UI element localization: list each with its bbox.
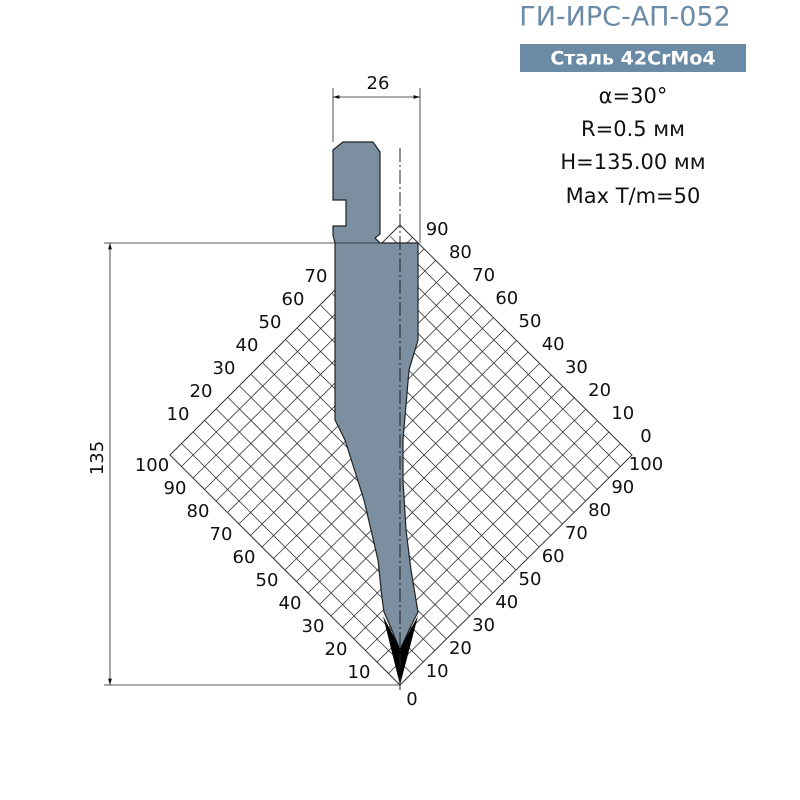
scale-origin: 0 [406,689,417,710]
scale-label: 30 [302,616,325,637]
scale-label: 70 [472,265,495,286]
scale-label: 10 [167,404,190,425]
scale-label: 80 [449,242,472,263]
spec: α=30° [599,84,668,108]
scale-label: 60 [282,289,305,310]
spec: H=135.00 мм [560,150,705,174]
material: Сталь 42CrMo4 [550,48,715,70]
scale-label: 80 [187,501,210,522]
height-label: 135 [87,441,108,475]
scale-label: 90 [611,477,634,498]
scale-label: 60 [495,288,518,309]
scale-label: 40 [495,592,518,613]
scale-label: 50 [256,570,279,591]
scale-label: 20 [449,638,472,659]
scale-label: 70 [305,266,328,287]
grid-line [390,236,621,467]
scale-label: 60 [233,547,256,568]
scale-label: 30 [472,615,495,636]
punch [332,141,419,652]
scale-label: 70 [565,523,588,544]
title: ГИ-ИРС-АП-052 [519,2,731,33]
scale-label: 20 [190,381,213,402]
scale-label: 80 [588,500,611,521]
scale-label: 70 [210,524,233,545]
scale-label: 30 [565,357,588,378]
scale-label: 40 [542,334,565,355]
material-badge [520,44,746,72]
scale-label: 0 [640,426,651,447]
scale-label: 100 [135,455,169,476]
scale-label: 20 [325,639,348,660]
scale-labels: 1020304050607080901001020304050607080901… [135,219,663,683]
scale-label: 50 [259,312,282,333]
scale-label: 40 [279,593,302,614]
scale-label: 10 [611,403,634,424]
scale-label: 100 [629,454,663,475]
scale-label: 20 [588,380,611,401]
scale-label: 90 [164,478,187,499]
scale-label: 10 [348,662,371,683]
width-label: 26 [367,73,390,94]
spec: R=0.5 мм [581,117,685,141]
spec: Max T/m=50 [566,184,701,208]
dimension-lines [104,88,421,686]
scale-label: 50 [519,311,542,332]
scale-label: 90 [426,219,449,240]
scale-label: 10 [426,661,449,682]
scale-label: 60 [542,546,565,567]
scale-label: 40 [236,335,259,356]
scale-label: 50 [519,569,542,590]
scale-label: 30 [213,358,236,379]
